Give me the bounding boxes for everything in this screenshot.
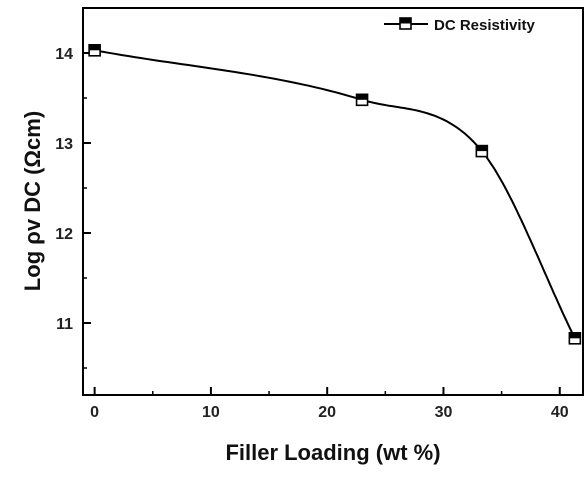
data-point xyxy=(568,331,582,345)
y-axis-title: Log ρv DC (Ωcm) xyxy=(20,111,45,291)
data-point xyxy=(355,93,369,107)
x-axis-title: Filler Loading (wt %) xyxy=(225,440,440,465)
x-tick-label: 0 xyxy=(90,404,99,421)
data-point xyxy=(475,144,489,158)
data-point xyxy=(88,43,101,57)
y-tick-label: 11 xyxy=(56,316,73,333)
x-tick-label: 20 xyxy=(318,404,336,421)
y-tick-label: 13 xyxy=(55,136,73,153)
plot-frame xyxy=(82,7,584,396)
x-axis-ticks: 0 10 20 30 40 xyxy=(90,387,569,421)
x-tick-label: 40 xyxy=(551,404,569,421)
x-tick-label: 30 xyxy=(435,404,453,421)
fit-curve xyxy=(94,49,576,339)
legend-label: DC Resistivity xyxy=(434,17,536,34)
y-tick-label: 14 xyxy=(55,46,73,63)
legend: DC Resistivity xyxy=(384,17,536,34)
data-points xyxy=(88,43,582,345)
y-axis-ticks: 11 12 13 14 xyxy=(55,46,91,369)
x-tick-label: 10 xyxy=(202,404,220,421)
y-tick-label: 12 xyxy=(55,226,73,243)
